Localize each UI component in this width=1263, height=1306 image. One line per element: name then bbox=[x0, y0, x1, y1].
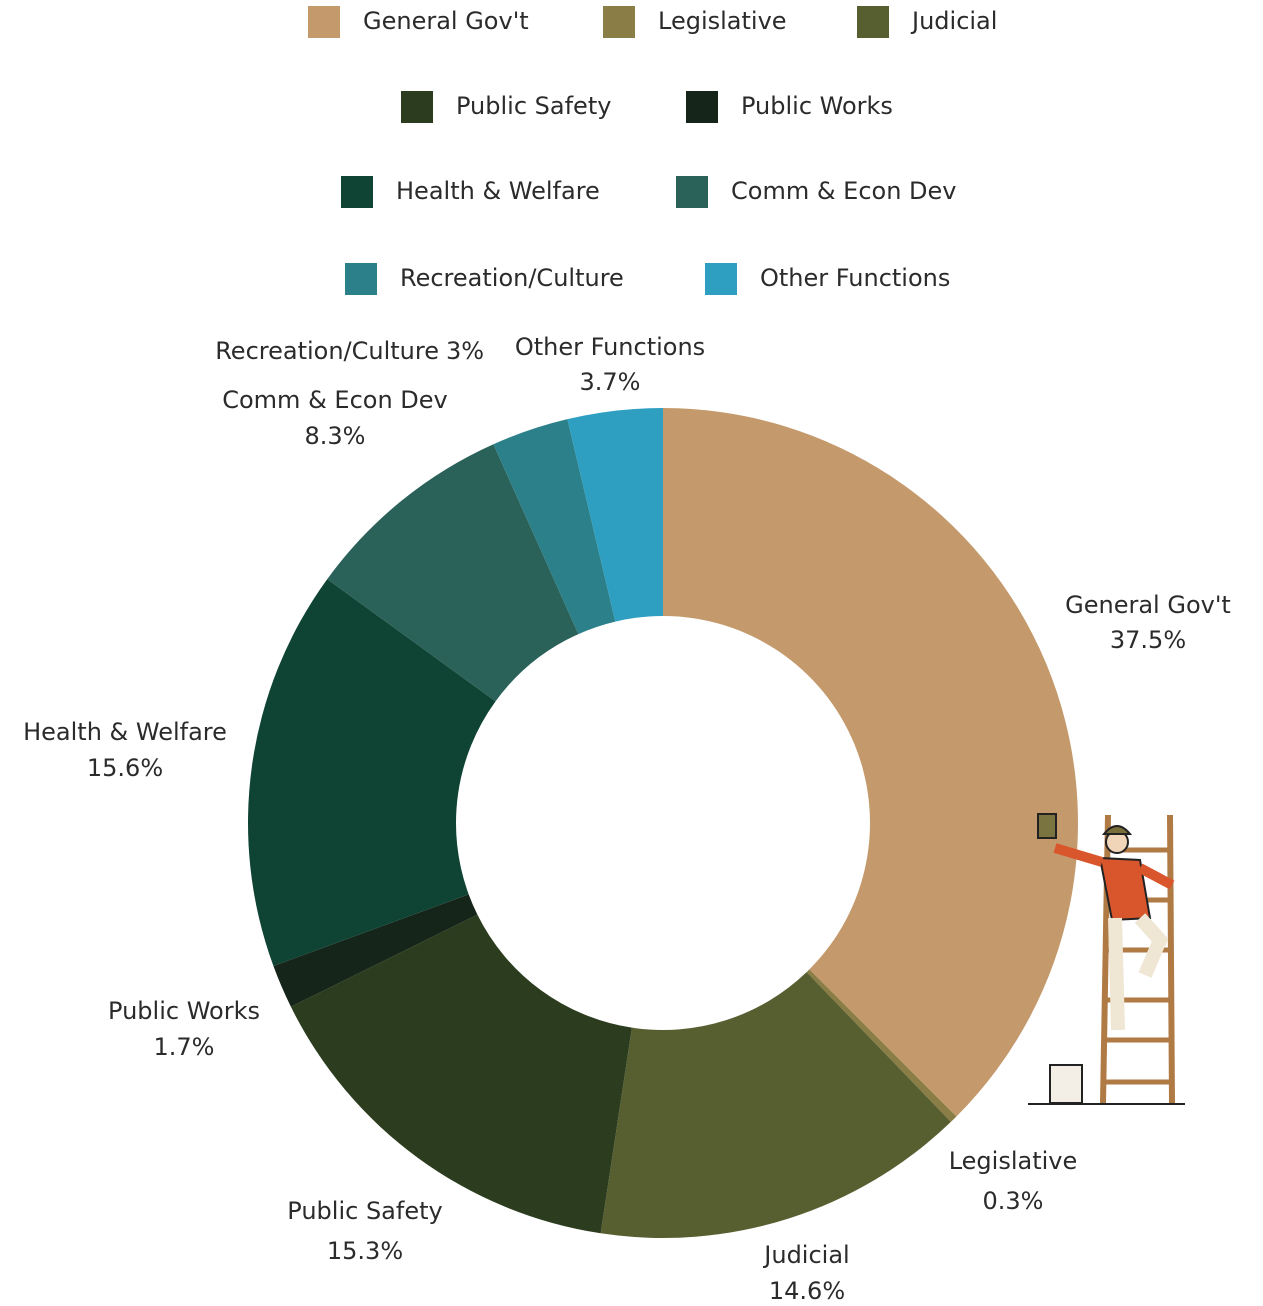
slice-label-value: 15.3% bbox=[327, 1237, 403, 1265]
slice-labels: General Gov't 37.5% Legislative 0.3% Judicia… bbox=[23, 333, 1231, 1305]
legend-label: General Gov't bbox=[363, 7, 529, 35]
slice-label-name: Health & Welfare bbox=[23, 718, 227, 746]
legend-label: Public Works bbox=[741, 92, 893, 120]
slice-label-value: 15.6% bbox=[87, 754, 163, 782]
donut bbox=[248, 408, 1079, 1238]
legend-label: Comm & Econ Dev bbox=[731, 177, 957, 205]
slice-label-value: 1.7% bbox=[154, 1033, 215, 1061]
slice-label-value: 8.3% bbox=[305, 422, 366, 450]
donut-slice bbox=[567, 408, 663, 622]
donut-slice bbox=[248, 579, 496, 967]
slice-label-name: Recreation/Culture bbox=[215, 337, 439, 365]
slice-label-name: Judicial bbox=[762, 1241, 849, 1269]
legend-swatch bbox=[308, 6, 340, 38]
legend: General Gov't Legislative Judicial Public S… bbox=[308, 6, 997, 295]
legend-label: Recreation/Culture bbox=[400, 264, 624, 292]
donut-slice bbox=[493, 419, 616, 635]
slice-label-value: 3% bbox=[446, 337, 484, 365]
legend-label: Legislative bbox=[658, 7, 787, 35]
slice-label-value: 37.5% bbox=[1110, 626, 1186, 654]
legend-swatch bbox=[341, 176, 373, 208]
slice-label-name: Public Safety bbox=[287, 1197, 442, 1225]
slice-label-value: 3.7% bbox=[580, 368, 641, 396]
donut-slice bbox=[806, 969, 957, 1122]
donut-slice bbox=[290, 914, 632, 1234]
legend-label: Public Safety bbox=[456, 92, 611, 120]
legend-label: Other Functions bbox=[760, 264, 950, 292]
slice-label-name: Public Works bbox=[108, 997, 260, 1025]
legend-label: Judicial bbox=[910, 7, 997, 35]
legend-label: Health & Welfare bbox=[396, 177, 600, 205]
donut-slice bbox=[327, 444, 579, 702]
legend-swatch bbox=[705, 263, 737, 295]
legend-swatch bbox=[401, 91, 433, 123]
donut-slice bbox=[600, 972, 951, 1238]
donut-slice bbox=[273, 894, 478, 1007]
legend-swatch bbox=[603, 6, 635, 38]
legend-swatch bbox=[686, 91, 718, 123]
slice-label-value: 0.3% bbox=[983, 1187, 1044, 1215]
slice-label-name: Legislative bbox=[949, 1147, 1078, 1175]
slice-label-name: Other Functions bbox=[515, 333, 705, 361]
slice-label-value: 14.6% bbox=[769, 1277, 845, 1305]
slice-label-name: General Gov't bbox=[1065, 591, 1231, 619]
legend-swatch bbox=[676, 176, 708, 208]
legend-swatch bbox=[345, 263, 377, 295]
legend-swatch bbox=[857, 6, 889, 38]
painter-illustration bbox=[1028, 813, 1185, 1105]
donut-slice bbox=[663, 408, 1079, 1117]
slice-label-name: Comm & Econ Dev bbox=[222, 386, 448, 414]
